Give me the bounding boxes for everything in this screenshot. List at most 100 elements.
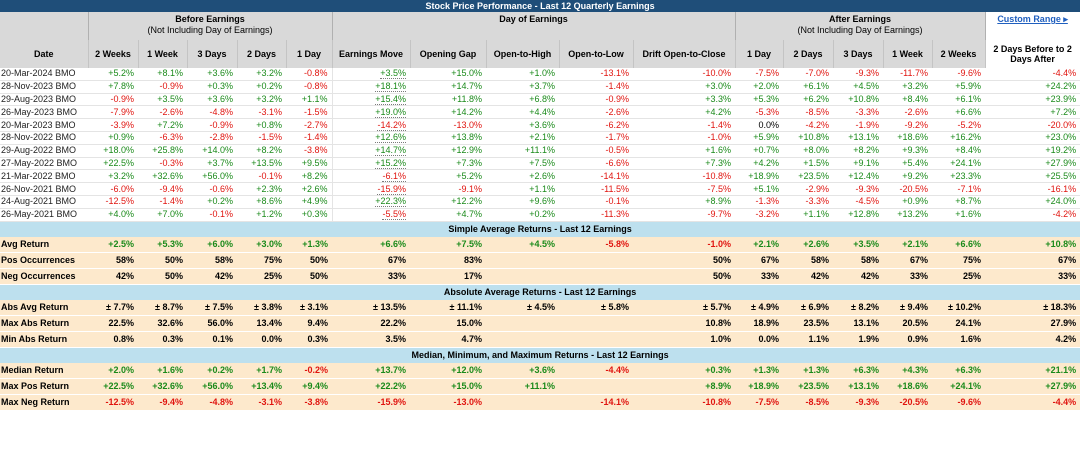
stat-value: ± 10.2%	[932, 299, 985, 316]
stat-value: 0.8%	[88, 331, 138, 348]
stat-value	[559, 315, 633, 332]
stat-value: 4.7%	[410, 331, 486, 348]
value-cell: -2.8%	[187, 131, 237, 145]
value-cell: +13.2%	[883, 208, 932, 222]
value-cell: -9.3%	[833, 68, 883, 81]
stat-value: 1.6%	[932, 331, 985, 348]
value-cell: -2.9%	[783, 182, 833, 196]
value-cell: +0.9%	[88, 131, 138, 145]
earnings-move-cell: +18.1%	[331, 80, 410, 94]
value-cell: +7.5%	[486, 157, 559, 171]
value-cell: +8.6%	[237, 195, 286, 209]
stat-value: -9.6%	[932, 394, 985, 411]
value-cell: +1.1%	[783, 208, 833, 222]
stat-value: 67%	[883, 252, 932, 269]
date-cell: 20-Mar-2023 BMO	[0, 118, 88, 132]
stat-value: +3.6%	[486, 362, 559, 379]
earnings-move-value[interactable]: +15.2%	[375, 157, 406, 169]
stat-value: -9.4%	[138, 394, 187, 411]
value-cell: -4.4%	[985, 68, 1080, 81]
value-cell: -5.2%	[932, 118, 985, 132]
value-cell: +8.1%	[138, 68, 187, 81]
value-cell: +3.0%	[633, 80, 735, 94]
earnings-move-cell: +15.4%	[331, 93, 410, 107]
value-cell: +0.8%	[237, 118, 286, 132]
stat-value: 33%	[883, 268, 932, 285]
stat-value: +13.4%	[237, 378, 286, 395]
stat-value: 25%	[932, 268, 985, 285]
column-header-2-weeks-1: 2 Weeks	[88, 40, 139, 68]
date-cell: 24-Aug-2021 BMO	[0, 195, 88, 209]
value-cell: +4.5%	[833, 80, 883, 94]
value-cell: +24.0%	[985, 195, 1080, 209]
value-cell: +9.1%	[833, 157, 883, 171]
stat-value: ± 5.8%	[559, 299, 633, 316]
group-after-title: After Earnings	[828, 14, 891, 24]
column-header-3-days-13: 3 Days	[833, 40, 884, 68]
earnings-move-value[interactable]: +14.7%	[375, 145, 406, 157]
stat-value: +13.7%	[332, 362, 410, 379]
value-cell: -3.3%	[783, 195, 833, 209]
stat-value: 56.0%	[187, 315, 237, 332]
value-cell: +4.2%	[735, 157, 783, 171]
stat-value: +4.3%	[883, 362, 932, 379]
earnings-move-value[interactable]: -5.5%	[382, 209, 406, 221]
earnings-move-value[interactable]: -6.1%	[382, 170, 406, 182]
earnings-move-value[interactable]: -14.2%	[377, 119, 406, 131]
value-cell: -13.1%	[559, 68, 633, 81]
stat-row-min-abs-return: Min Abs Return 0.8% 0.3% 0.1% 0.0% 0.3% 3.5% 4.…	[0, 331, 1080, 348]
stat-value: +3.0%	[237, 236, 286, 253]
group-after-subtitle: (Not Including Day of Earnings)	[797, 25, 923, 35]
value-cell: -1.7%	[559, 131, 633, 145]
column-header-1-day-5: 1 Day	[286, 40, 333, 68]
earnings-move-value[interactable]: +12.6%	[375, 132, 406, 144]
value-cell: -5.3%	[735, 105, 783, 120]
column-header-open-to-high-8: Open-to-High	[486, 40, 560, 68]
stat-value: +18.6%	[883, 378, 932, 395]
group-before-earnings: Before Earnings (Not Including Day of Ea…	[88, 12, 333, 40]
value-cell: -0.1%	[187, 208, 237, 222]
stat-value: ± 5.7%	[633, 299, 735, 316]
stat-row-max-neg-return: Max Neg Return -12.5% -9.4% -4.8% -3.1% -3.8%…	[0, 394, 1080, 411]
earnings-move-value[interactable]: +22.3%	[375, 196, 406, 208]
stat-label: Pos Occurrences	[0, 252, 88, 269]
stat-value	[486, 252, 559, 269]
stat-value	[486, 331, 559, 348]
earnings-move-value[interactable]: +18.1%	[375, 81, 406, 93]
value-cell: +5.2%	[88, 68, 138, 81]
stat-value: 33%	[735, 268, 783, 285]
stat-value: ± 11.1%	[410, 299, 486, 316]
stat-row-avg-return: Avg Return +2.5% +5.3% +6.0% +3.0% +1.3% +6.6%…	[0, 236, 1080, 253]
column-header-drift-open-to-close-10: Drift Open-to-Close	[633, 40, 736, 68]
stat-value: -15.9%	[332, 394, 410, 411]
table-row: 28-Nov-2022 BMO +0.9% -6.3% -2.8% -1.5% -1.4%…	[0, 131, 1080, 145]
stat-value: 0.1%	[187, 331, 237, 348]
value-cell: -12.5%	[88, 195, 138, 209]
value-cell: +12.4%	[833, 169, 883, 184]
value-cell: -9.3%	[833, 182, 883, 196]
stat-value: 50%	[633, 252, 735, 269]
stat-value: 42%	[783, 268, 833, 285]
date-cell: 26-May-2023 BMO	[0, 105, 88, 120]
value-cell: +4.4%	[486, 105, 559, 120]
stat-value: +1.3%	[735, 362, 783, 379]
value-cell: +3.2%	[237, 68, 286, 81]
stat-value: 50%	[286, 268, 332, 285]
date-cell: 29-Aug-2023 BMO	[0, 93, 88, 107]
stat-value: -12.5%	[88, 394, 138, 411]
stat-label: Max Pos Return	[0, 378, 88, 395]
stat-value: ± 3.1%	[286, 299, 332, 316]
value-cell: -1.4%	[286, 131, 332, 145]
value-cell: +1.1%	[286, 93, 332, 107]
table-row: 26-May-2023 BMO -7.9% -2.6% -4.8% -3.1% -1.5%…	[0, 105, 1080, 120]
stat-label: Max Neg Return	[0, 394, 88, 411]
earnings-move-value[interactable]: -15.9%	[377, 183, 406, 195]
stat-value: +11.1%	[486, 378, 559, 395]
custom-range-link[interactable]: Custom Range ▸	[997, 14, 1068, 24]
value-cell: -13.0%	[410, 118, 486, 132]
earnings-move-value[interactable]: +15.4%	[375, 93, 406, 105]
value-cell: -0.9%	[187, 118, 237, 132]
earnings-move-value[interactable]: +3.5%	[380, 68, 406, 80]
stat-value: 75%	[932, 252, 985, 269]
earnings-move-value[interactable]: +19.0%	[375, 106, 406, 118]
